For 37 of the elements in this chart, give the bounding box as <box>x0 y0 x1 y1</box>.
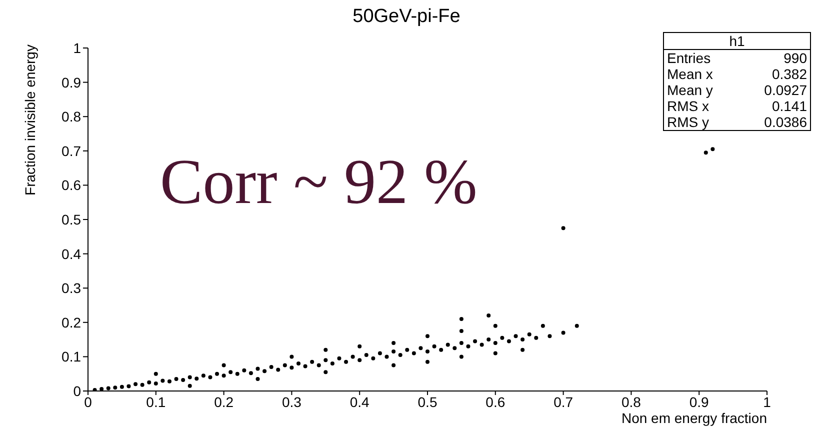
annotation: 0.0927 <box>764 82 807 98</box>
y-tick-label: 0.6 <box>62 177 82 194</box>
x-tick-label: 0.9 <box>689 394 710 410</box>
x-tick-label: 0 <box>84 394 92 410</box>
x-tick-label: 0.4 <box>350 394 370 410</box>
annotation: h1 <box>664 33 810 50</box>
y-tick-label: 0.1 <box>62 348 82 365</box>
x-tick-label: 0.5 <box>418 394 438 410</box>
y-tick-label: 0.7 <box>62 142 82 159</box>
y-tick-label: 0.4 <box>62 246 82 262</box>
y-tick-label: 0.8 <box>62 108 82 125</box>
y-tick-label: 0.2 <box>62 314 82 330</box>
x-tick-label: 0.2 <box>214 394 234 410</box>
y-tick-label: 0.5 <box>62 211 82 228</box>
x-tick-label: 0.1 <box>146 394 166 410</box>
y-tick-label: 0 <box>73 382 82 399</box>
y-tick-label: 1 <box>73 40 82 56</box>
x-tick-label: 0.8 <box>621 394 642 410</box>
text: 0.382 <box>772 66 807 82</box>
y-tick-label: 0.9 <box>62 74 82 90</box>
text: 990 <box>784 50 807 66</box>
y-tick-label: 0.3 <box>62 280 82 296</box>
x-tick-label: 0.6 <box>486 394 506 410</box>
x-tick-label: 0.3 <box>282 394 302 410</box>
annotation: 0.0386 <box>764 114 807 130</box>
annotation: Corr ~ 92 % <box>160 146 478 217</box>
chart-title: 50GeV-pi-Fe <box>352 6 462 28</box>
text: 0.141 <box>772 98 807 114</box>
x-tick-label: 1 <box>763 394 772 410</box>
annotation: RMS y <box>667 114 709 130</box>
x-axis-title: Non em energy fraction <box>621 410 767 426</box>
annotation: RMS x <box>667 98 709 114</box>
annotation: Mean y <box>667 82 713 98</box>
annotation: Entries <box>667 50 711 66</box>
x-tick-label: 0.7 <box>554 394 574 410</box>
annotation: Mean x <box>667 66 713 82</box>
y-axis-title: Fraction invisible energy <box>22 44 38 196</box>
